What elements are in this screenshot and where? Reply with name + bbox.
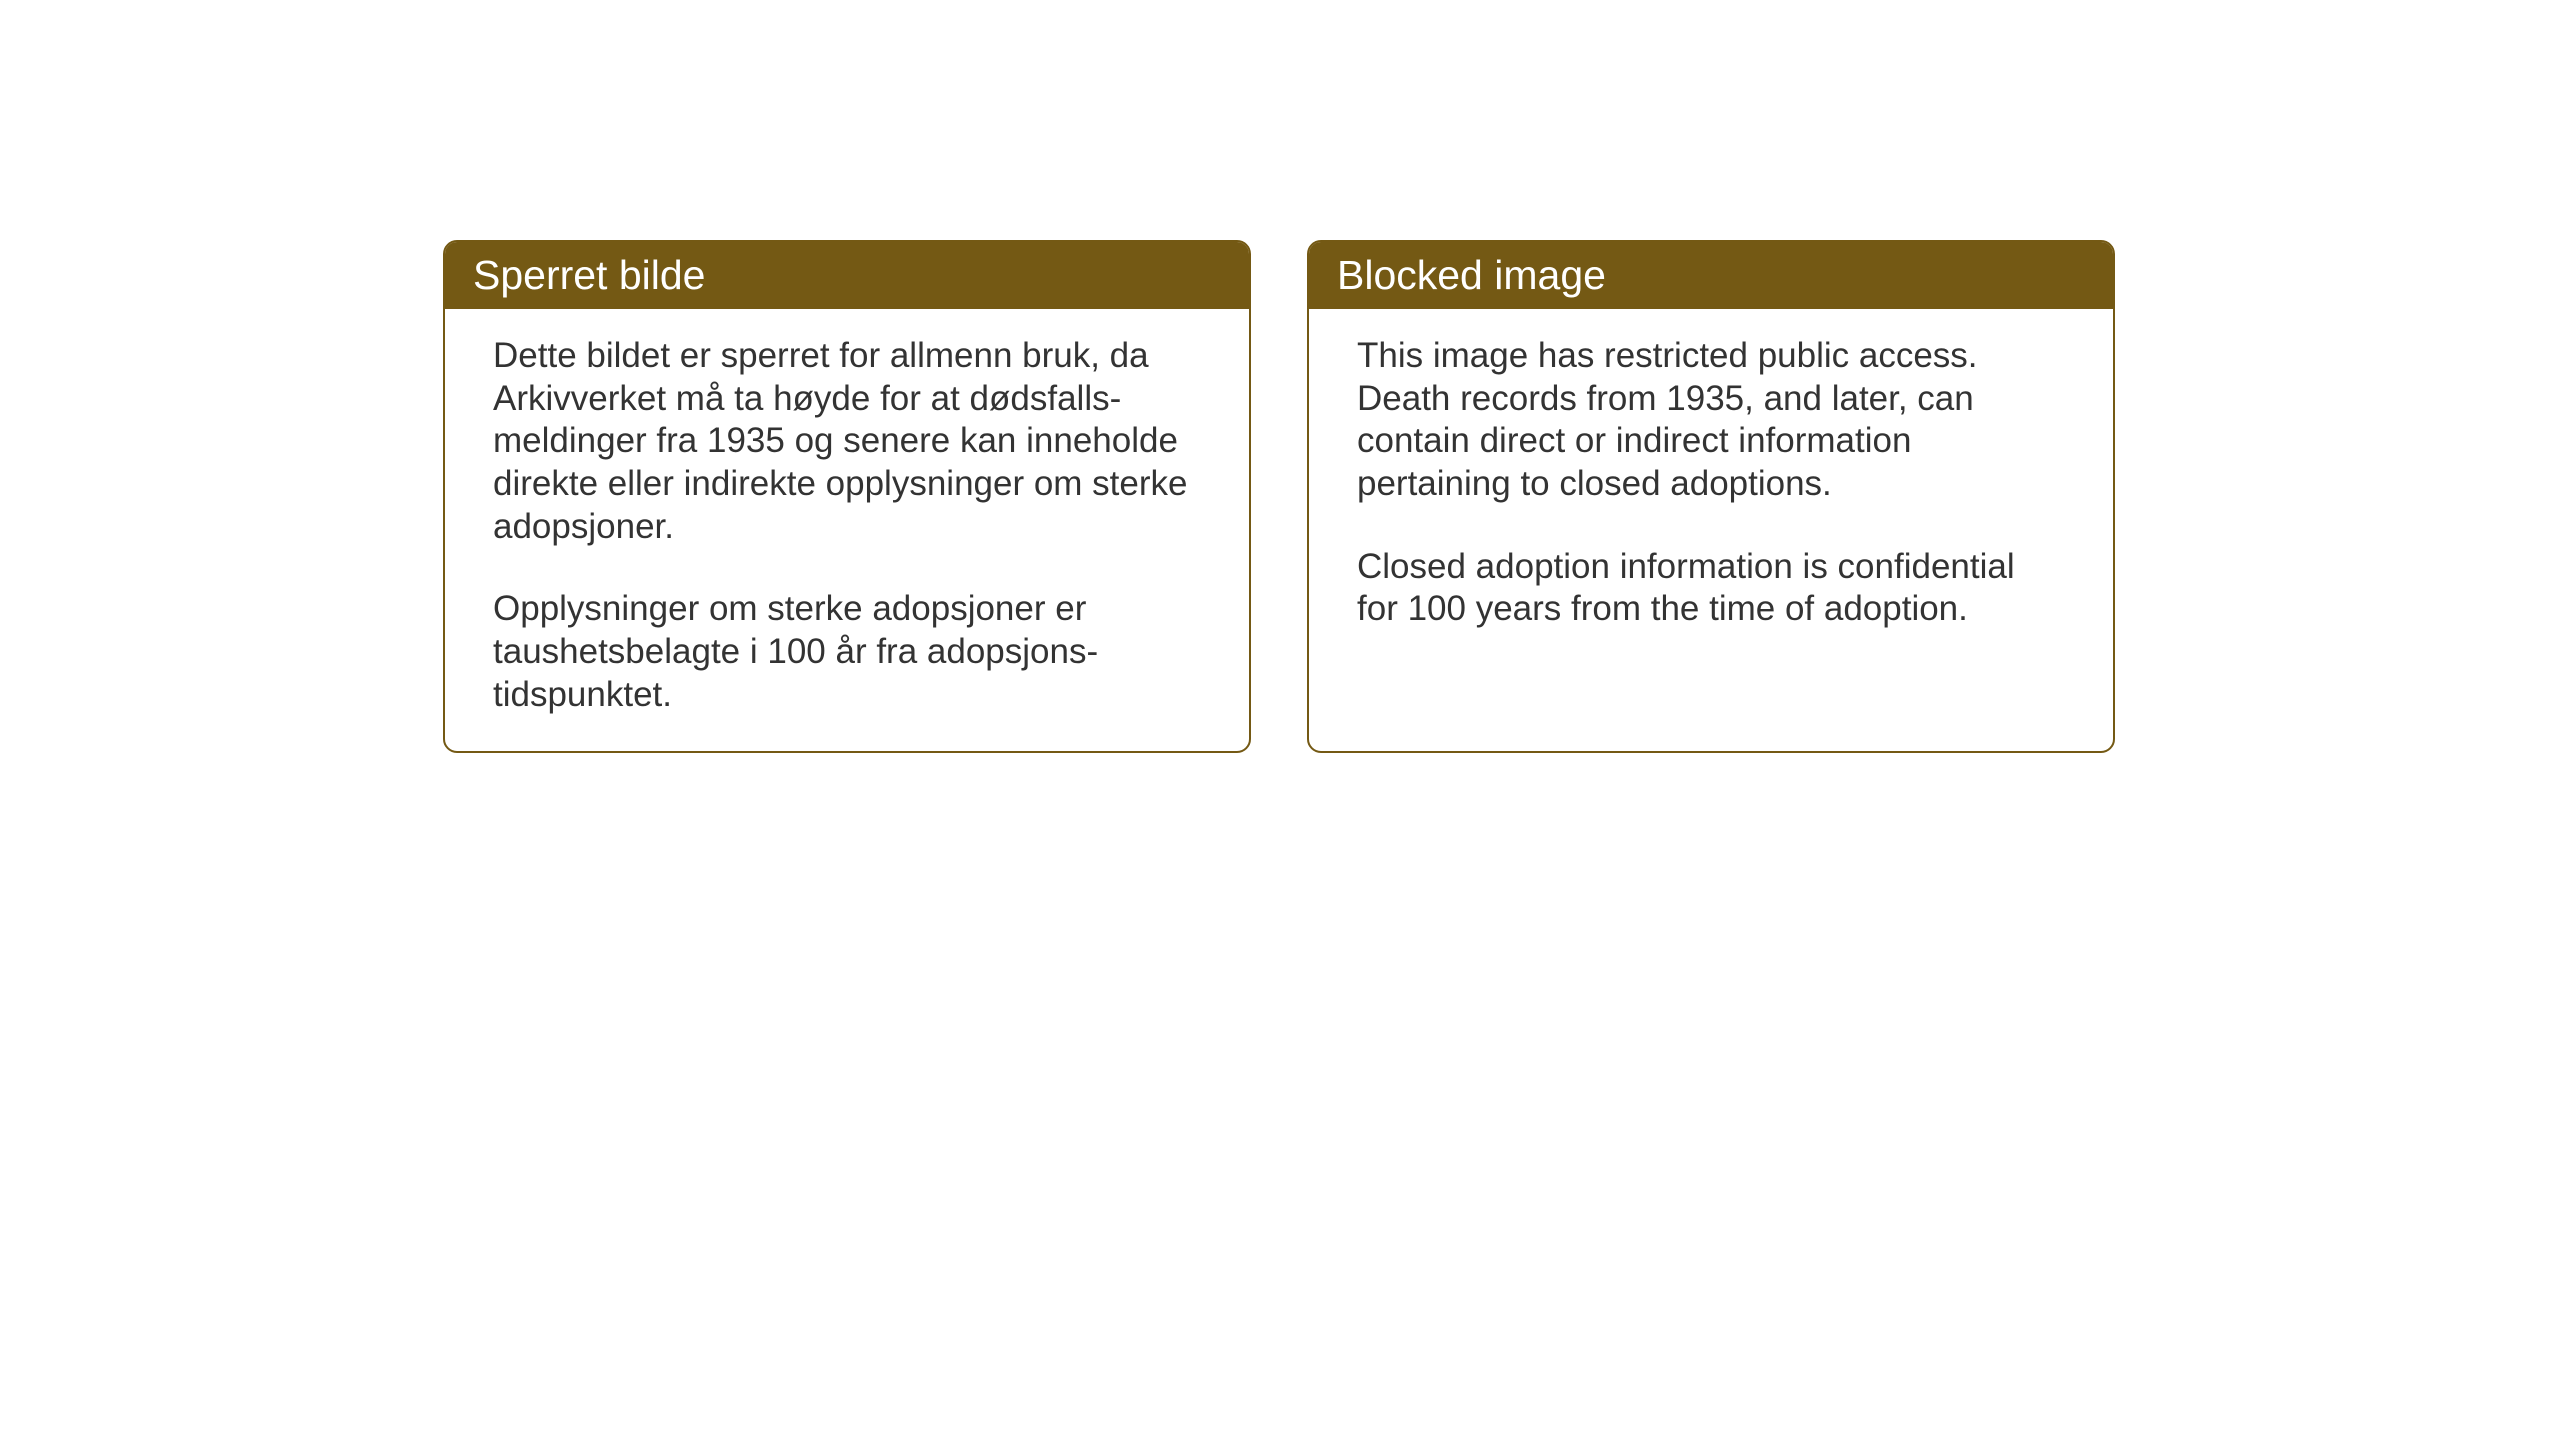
- card-body-english: This image has restricted public access.…: [1309, 309, 2113, 749]
- card-paragraph-2-norwegian: Opplysninger om sterke adopsjoner er tau…: [493, 588, 1201, 716]
- card-paragraph-1-norwegian: Dette bildet er sperret for allmenn bruk…: [493, 335, 1201, 548]
- card-header-english: Blocked image: [1309, 242, 2113, 309]
- card-english: Blocked image This image has restricted …: [1307, 240, 2115, 753]
- card-header-norwegian: Sperret bilde: [445, 242, 1249, 309]
- card-title-norwegian: Sperret bilde: [473, 252, 705, 298]
- card-paragraph-2-english: Closed adoption information is confident…: [1357, 546, 2065, 631]
- card-paragraph-1-english: This image has restricted public access.…: [1357, 335, 2065, 506]
- cards-container: Sperret bilde Dette bildet er sperret fo…: [443, 240, 2115, 753]
- card-body-norwegian: Dette bildet er sperret for allmenn bruk…: [445, 309, 1249, 751]
- card-norwegian: Sperret bilde Dette bildet er sperret fo…: [443, 240, 1251, 753]
- card-title-english: Blocked image: [1337, 252, 1606, 298]
